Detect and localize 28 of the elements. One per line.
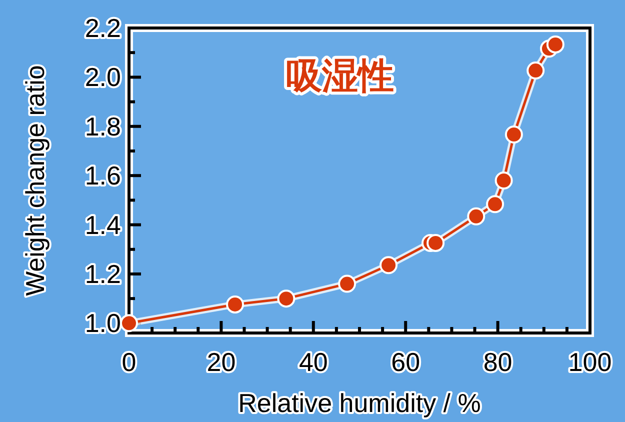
point bbox=[338, 274, 356, 293]
point bbox=[380, 256, 398, 274]
y-tick-label: 1.0 bbox=[84, 308, 121, 338]
point bbox=[426, 234, 445, 252]
x-axis-title: Relative humidity / % bbox=[238, 388, 481, 418]
annotation: 吸湿性 bbox=[286, 56, 394, 97]
point bbox=[277, 290, 296, 308]
y-tick-label: 1.6 bbox=[84, 160, 121, 191]
y-tick-label: 1.8 bbox=[84, 111, 121, 142]
x-tick-label: 80 bbox=[483, 347, 512, 377]
point bbox=[546, 35, 564, 54]
x-tick-label: 20 bbox=[206, 347, 236, 377]
x-tick-label: 0 bbox=[122, 347, 136, 377]
y-tick-label: 2.2 bbox=[84, 13, 121, 43]
y-tick-label: 1.4 bbox=[84, 210, 121, 240]
point bbox=[226, 295, 244, 314]
point bbox=[486, 195, 504, 214]
point bbox=[526, 62, 545, 80]
y-tick-label: 1.2 bbox=[84, 258, 121, 289]
point bbox=[494, 172, 513, 190]
y-tick-label: 2.0 bbox=[84, 62, 121, 92]
x-tick-label: 100 bbox=[568, 347, 612, 377]
point bbox=[120, 314, 138, 332]
point bbox=[467, 207, 486, 226]
y-axis-title: Weight change ratio bbox=[20, 65, 50, 296]
x-tick-label: 60 bbox=[391, 347, 420, 377]
x-tick-label: 40 bbox=[298, 347, 328, 377]
point bbox=[504, 126, 523, 144]
